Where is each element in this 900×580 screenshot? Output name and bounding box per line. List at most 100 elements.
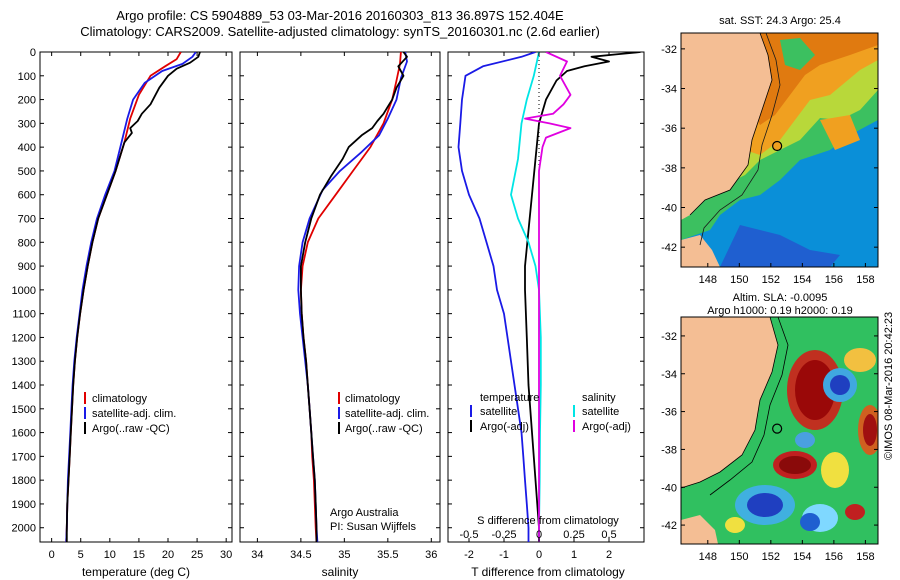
lon-tick-label: 148 <box>699 274 717 286</box>
t-tick-label: -1 <box>499 549 509 561</box>
credit-line2: PI: Susan Wijffels <box>330 521 416 533</box>
depth-tick-label: 1300 <box>12 356 36 368</box>
legend-label: satellite <box>480 406 517 418</box>
depth-tick-label: 900 <box>18 261 36 273</box>
x-tick-label: 35.5 <box>377 549 398 561</box>
lat-tick-label: -42 <box>661 520 677 532</box>
s-tick-label: 0.25 <box>563 529 584 541</box>
differences-series-argo_s <box>524 52 572 542</box>
map1-ticks: -32 -34 -36 -38 -40 -42 148 150 152 154 156 158 <box>661 44 878 286</box>
depth-axis: 0 100 200 300 400 500 600 700 800 900 1000 1100 1200… <box>12 47 644 535</box>
map2-title1: Altim. SLA: -0.0095 <box>733 292 828 304</box>
s-tick-label: -0.5 <box>460 529 479 541</box>
depth-tick-label: 1100 <box>12 309 36 321</box>
lon-tick-label: 156 <box>825 551 843 563</box>
difference-panel <box>447 51 645 543</box>
difference-legend: temperature satellite Argo(-adj) salinit… <box>470 392 631 433</box>
x-tick-label: 15 <box>133 549 145 561</box>
x-tick-label: 35 <box>338 549 350 561</box>
depth-tick-label: 700 <box>18 214 36 226</box>
credit-line1: Argo Australia <box>330 507 399 519</box>
t-tick-label: 1 <box>571 549 577 561</box>
map2-ticks: -32 -34 -36 -38 -40 -42 148 150 152 154 156 158 <box>661 331 878 563</box>
legend-label: Argo(..raw -QC) <box>345 423 423 435</box>
temperature-legend: climatology satellite-adj. clim. Argo(..… <box>84 392 176 435</box>
argo-float-marker <box>772 140 783 152</box>
depth-tick-label: 1200 <box>12 332 36 344</box>
lon-tick-label: 154 <box>793 274 811 286</box>
s-tick-label: -0.25 <box>491 529 516 541</box>
depth-tick-label: 400 <box>18 142 36 154</box>
legend-label: climatology <box>92 393 148 405</box>
s-tick-label: 0 <box>536 529 542 541</box>
temperature-plot-area <box>65 52 201 542</box>
depth-tick-label: 200 <box>18 95 36 107</box>
t-tick-label: -2 <box>464 549 474 561</box>
lat-tick-label: -36 <box>661 123 677 135</box>
map1-frame <box>680 32 879 268</box>
lon-tick-label: 152 <box>762 274 780 286</box>
legend-title-salinity: salinity <box>582 392 616 404</box>
lat-tick-label: -34 <box>661 84 677 96</box>
x-tick-label: 5 <box>78 549 84 561</box>
depth-tick-label: 2000 <box>12 523 36 535</box>
header-line2: Climatology: CARS2009. Satellite-adjuste… <box>80 24 600 39</box>
depth-tick-label: 1900 <box>12 499 36 511</box>
lon-tick-label: 154 <box>793 551 811 563</box>
differences-series-sat <box>457 52 536 542</box>
sla-map <box>681 317 878 544</box>
lon-tick-label: 148 <box>699 551 717 563</box>
depth-tick-label: 600 <box>18 190 36 202</box>
map1-title: sat. SST: 24.3 Argo: 25.4 <box>719 15 841 27</box>
differences-series-argo <box>524 52 641 542</box>
x-tick-label: 36 <box>425 549 437 561</box>
map2-title2: Argo h1000: 0.19 h2000: 0.19 <box>707 305 853 317</box>
imos-timestamp: ©IMOS 08-Mar-2016 20:42:23 <box>883 312 895 460</box>
salinity-series-argo <box>299 52 408 542</box>
differences-plot-area <box>457 52 641 542</box>
temperature-series-argo <box>65 52 201 542</box>
lat-tick-label: -38 <box>661 444 677 456</box>
t-tick-label: 0 <box>536 549 542 561</box>
t-tick-label: 2 <box>606 549 612 561</box>
header-line1: Argo profile: CS 5904889_53 03-Mar-2016 … <box>116 8 564 23</box>
depth-tick-label: 1000 <box>12 285 36 297</box>
legend-label: climatology <box>345 393 401 405</box>
lat-tick-label: -32 <box>661 331 677 343</box>
lat-tick-label: -40 <box>661 482 677 494</box>
lat-tick-label: -32 <box>661 44 677 56</box>
sst-map <box>681 33 878 267</box>
depth-tick-label: 800 <box>18 237 36 249</box>
depth-tick-label: 1500 <box>12 404 36 416</box>
x-tick-label: 34 <box>251 549 263 561</box>
legend-label: Argo(-adj) <box>480 421 529 433</box>
depth-tick-label: 1400 <box>12 380 36 392</box>
depth-tick-label: 1800 <box>12 475 36 487</box>
legend-label: satellite <box>582 406 619 418</box>
salinity-legend: climatology satellite-adj. clim. Argo(..… <box>338 392 429 435</box>
s-diff-title: S difference from climatology <box>477 515 619 527</box>
s-tick-label: 0.5 <box>601 529 616 541</box>
depth-tick-label: 1600 <box>12 428 36 440</box>
temperature-panel <box>39 51 233 543</box>
difference-xlabel: T difference from climatology <box>471 565 625 579</box>
lon-tick-label: 158 <box>856 274 874 286</box>
map2-frame <box>680 316 879 545</box>
depth-tick-label: 1700 <box>12 451 36 463</box>
x-tick-label: 34.5 <box>290 549 311 561</box>
lat-tick-label: -34 <box>661 369 677 381</box>
salinity-xlabel: salinity <box>322 565 359 579</box>
x-tick-label: 30 <box>220 549 232 561</box>
difference-chart: -2 -1 0 1 2 -0.5 -0.25 0 0.25 0.5 <box>457 52 641 561</box>
lon-tick-label: 158 <box>856 551 874 563</box>
salinity-chart: 34 34.5 35 35.5 36 <box>251 52 437 561</box>
lat-tick-label: -36 <box>661 407 677 419</box>
lat-tick-label: -40 <box>661 203 677 215</box>
legend-title-temperature: temperature <box>480 392 539 404</box>
lon-tick-label: 150 <box>730 274 748 286</box>
x-tick-label: 10 <box>104 549 116 561</box>
argo-float-marker <box>772 423 783 434</box>
x-tick-label: 0 <box>49 549 55 561</box>
depth-tick-label: 300 <box>18 118 36 130</box>
